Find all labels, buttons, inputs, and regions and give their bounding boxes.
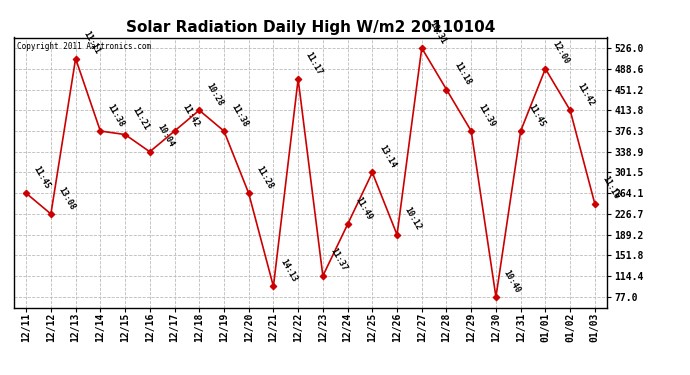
Point [194, 107, 205, 113]
Point [95, 128, 106, 134]
Text: 11:49: 11:49 [353, 195, 373, 222]
Text: 11:42: 11:42 [575, 81, 596, 108]
Point [243, 190, 254, 196]
Point [119, 132, 130, 138]
Text: 11:11: 11:11 [81, 30, 101, 56]
Point [21, 190, 32, 196]
Text: 10:12: 10:12 [402, 206, 423, 232]
Point [540, 66, 551, 72]
Text: 11:37: 11:37 [328, 247, 348, 273]
Point [589, 201, 600, 207]
Point [144, 149, 155, 155]
Point [367, 170, 378, 176]
Point [342, 221, 353, 227]
Text: 11:16: 11:16 [600, 175, 621, 201]
Point [219, 128, 230, 134]
Text: 11:38: 11:38 [230, 102, 250, 128]
Point [391, 232, 402, 238]
Point [491, 294, 502, 300]
Point [169, 128, 180, 134]
Text: 10:31: 10:31 [427, 19, 448, 45]
Text: 10:04: 10:04 [155, 123, 176, 149]
Point [293, 76, 304, 82]
Text: 11:18: 11:18 [452, 61, 473, 87]
Point [317, 273, 328, 279]
Text: 11:39: 11:39 [477, 102, 497, 128]
Title: Solar Radiation Daily High W/m2 20110104: Solar Radiation Daily High W/m2 20110104 [126, 20, 495, 35]
Text: 11:42: 11:42 [180, 102, 200, 128]
Point [70, 56, 81, 62]
Point [515, 128, 526, 134]
Point [46, 211, 57, 217]
Text: 14:13: 14:13 [279, 258, 299, 284]
Point [416, 45, 427, 51]
Point [441, 87, 452, 93]
Text: Copyright 2011 Aartronics.com: Copyright 2011 Aartronics.com [17, 42, 151, 51]
Text: 13:08: 13:08 [57, 185, 77, 211]
Text: 11:45: 11:45 [526, 102, 546, 128]
Text: 11:38: 11:38 [106, 102, 126, 128]
Text: 11:17: 11:17 [304, 50, 324, 76]
Text: 12:00: 12:00 [551, 40, 571, 66]
Point [268, 284, 279, 290]
Text: 10:40: 10:40 [502, 268, 522, 294]
Point [466, 128, 477, 134]
Text: 11:28: 11:28 [254, 164, 275, 190]
Point [564, 107, 575, 113]
Text: 10:28: 10:28 [205, 81, 225, 108]
Text: 11:21: 11:21 [130, 106, 151, 132]
Text: 13:14: 13:14 [378, 144, 398, 170]
Text: 11:45: 11:45 [32, 164, 52, 190]
